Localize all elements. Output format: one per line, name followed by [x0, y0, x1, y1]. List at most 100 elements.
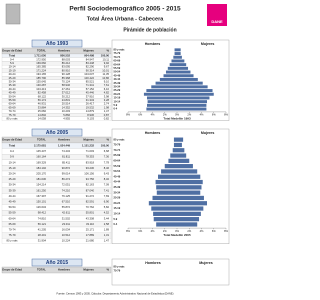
bar-men [173, 142, 177, 148]
bar-women [177, 100, 208, 104]
table-cell: 167.397 [36, 194, 46, 198]
table-cell: 20-24 [9, 172, 16, 176]
bar-men [143, 92, 177, 96]
column-header: % [107, 268, 110, 272]
table-cell: 71.003 [86, 149, 95, 153]
age-label: 75-79 [114, 51, 121, 55]
bar-women [177, 201, 208, 206]
table-cell: 2,74 [104, 102, 110, 106]
table-row [1, 226, 112, 233]
table-row [1, 221, 112, 228]
bar-women [177, 70, 191, 74]
table-cell: 3,44 [104, 216, 110, 220]
bar-women [177, 164, 193, 169]
x-tick-label: 4% [200, 229, 204, 233]
table-cell: 30-34 [9, 183, 16, 187]
age-label: 5-9 [114, 217, 118, 221]
bar-men [146, 96, 177, 100]
table-cell: 169.329 [36, 160, 46, 164]
x-tick-label: 8% [224, 113, 228, 117]
age-label: 55-59 [114, 164, 121, 168]
column-header: % [107, 49, 110, 53]
table-row [1, 53, 112, 58]
table-row [1, 76, 112, 80]
x-tick-label: 6% [212, 113, 216, 117]
table-row [1, 154, 112, 160]
table-cell: 6,90 [104, 200, 110, 204]
age-label: 80 y más [114, 265, 126, 269]
table-cell: 10,01 [102, 68, 109, 72]
bar-women [177, 174, 201, 179]
table-cell: 35-39 [9, 188, 16, 192]
table-cell: 4,82 [104, 91, 110, 95]
bar-women [177, 107, 207, 111]
age-label: 50-54 [114, 70, 121, 74]
table-cell: 70-74 [9, 228, 16, 232]
age-label: 50-54 [114, 169, 121, 173]
logo-text: DANE [211, 19, 223, 24]
table-cell: 15-19 [9, 68, 16, 72]
table-cell: 100,00 [101, 54, 110, 58]
age-label: 10-14 [114, 99, 121, 103]
age-label: 25-29 [114, 88, 121, 92]
x-tick-label: 2% [163, 113, 167, 117]
table-cell: 86.274 [62, 177, 71, 181]
table-cell: 75-79 [9, 113, 16, 117]
table-cell: 150.101 [36, 200, 46, 204]
table-row [1, 68, 112, 73]
bar-men [152, 195, 177, 201]
bar-women [177, 89, 213, 93]
pyramid-caption: Total Medellín 2005 [163, 233, 191, 237]
age-label: 55-59 [114, 66, 121, 70]
table-cell: 25.171 [86, 228, 95, 232]
table-cell: 85.368 [62, 76, 71, 80]
table-cell: 9,92 [104, 61, 110, 65]
table-cell: 15-19 [9, 166, 16, 170]
x-tick-label: 0% [175, 113, 179, 117]
table-cell: 104.037 [84, 72, 94, 76]
bar-men [156, 222, 177, 227]
table-cell: 74.810 [38, 216, 47, 220]
age-label: 40-44 [114, 180, 121, 184]
x-tick-label: 2% [187, 113, 191, 117]
bar-men [156, 185, 177, 190]
age-label: 80 y más [114, 137, 126, 141]
table-cell: 145.437 [36, 149, 46, 153]
table-cell: 72.051 [62, 183, 71, 187]
table-cell: 0-4 [10, 57, 14, 61]
bar-women [177, 169, 198, 174]
table-cell: 70-74 [9, 109, 16, 113]
year-box [31, 128, 83, 137]
table-cell: 93.230 [86, 166, 95, 170]
x-tick-label: 4% [151, 229, 155, 233]
table-cell: 7,69 [104, 194, 110, 198]
bar-women [177, 217, 200, 222]
table-cell: 90.314 [86, 68, 95, 72]
bar-women [177, 59, 185, 63]
emblem [5, 3, 21, 25]
table-cell: 65-69 [9, 105, 16, 109]
table-cell: 65-69 [9, 222, 16, 226]
bar-men [172, 148, 177, 153]
table-cell: 1,98 [104, 105, 110, 109]
bar-men [167, 66, 177, 70]
year-label: Año 2005 [46, 130, 68, 136]
table-cell: 10.224 [62, 239, 71, 243]
bar-women [177, 148, 185, 153]
table-cell: 181.030 [36, 177, 46, 181]
bar-women [177, 142, 182, 148]
footer: Fuente: Censos 1993 y 2005. Cálculos: De… [57, 292, 174, 296]
table-cell: 1.151.232 [82, 144, 94, 148]
table-cell: 83.918 [86, 160, 95, 164]
table-cell: 68.122 [38, 94, 47, 98]
bar-men [155, 81, 177, 85]
table-cell: 84.947 [86, 57, 95, 61]
table-row [1, 57, 112, 62]
table-cell: 33.110 [86, 222, 95, 226]
table-cell: 25.082 [38, 109, 47, 113]
table-row [1, 87, 112, 92]
age-label: 75-79 [114, 269, 121, 273]
table-cell: 1.711.050 [34, 54, 46, 58]
table-cell: 169.660 [36, 61, 46, 65]
table-cell: 126.634 [36, 205, 46, 209]
